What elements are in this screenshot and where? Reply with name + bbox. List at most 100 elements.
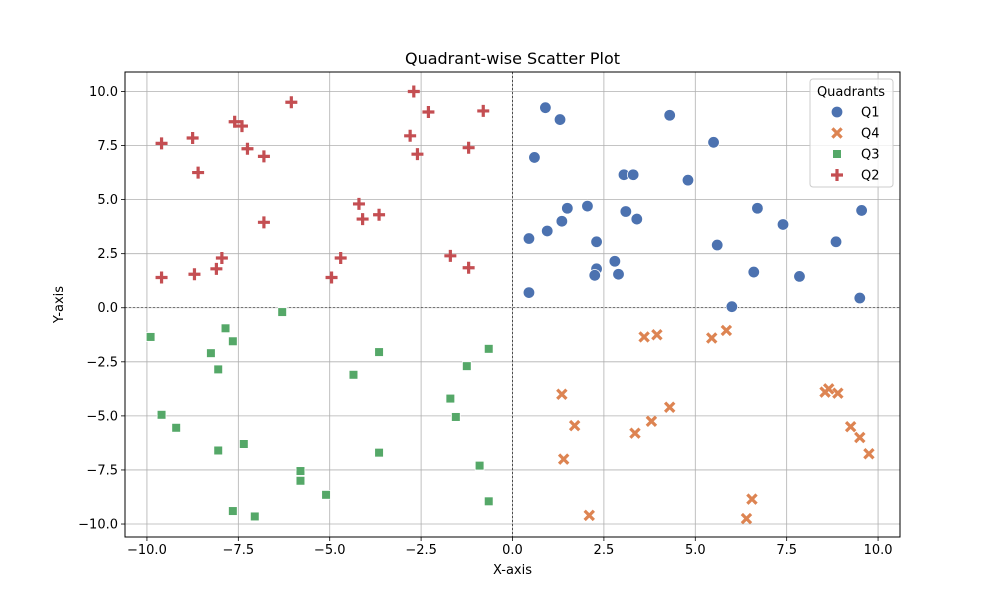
point-q3 bbox=[171, 422, 181, 433]
point-q4 bbox=[740, 512, 753, 525]
legend-title: Quadrants bbox=[817, 85, 885, 100]
chart-title: Quadrant-wise Scatter Plot bbox=[405, 49, 620, 68]
point-q2 bbox=[373, 208, 386, 221]
x-tick-label: 7.5 bbox=[776, 543, 797, 558]
legend-marker-q1 bbox=[830, 105, 844, 119]
point-q2 bbox=[186, 131, 199, 144]
point-q1 bbox=[663, 109, 676, 122]
legend-label-q4: Q4 bbox=[861, 127, 880, 142]
point-q2 bbox=[462, 141, 475, 154]
point-q3 bbox=[483, 496, 494, 507]
point-q4 bbox=[844, 420, 857, 433]
point-q4 bbox=[706, 332, 718, 344]
point-q2 bbox=[352, 197, 365, 210]
point-q3 bbox=[295, 466, 306, 476]
point-q4 bbox=[583, 509, 596, 522]
point-q1 bbox=[619, 205, 633, 218]
point-q2 bbox=[155, 271, 168, 284]
point-q3 bbox=[321, 490, 331, 500]
x-tick-label: 5.0 bbox=[685, 543, 706, 558]
point-q3 bbox=[483, 344, 494, 354]
point-q4 bbox=[645, 415, 658, 428]
point-q4 bbox=[720, 324, 733, 337]
point-q2 bbox=[210, 262, 223, 275]
point-q1 bbox=[553, 113, 567, 126]
point-q4 bbox=[556, 388, 568, 400]
point-q2 bbox=[334, 252, 347, 264]
axis-ticks: −10.0 −7.5 −5.0 −2.5 0.0 2.5 5.0 7.5 10.0 −10.0 −7… bbox=[78, 85, 892, 558]
x-tick-label: 0.0 bbox=[502, 543, 523, 558]
y-tick-label: −7.5 bbox=[86, 463, 118, 478]
point-q2 bbox=[325, 271, 338, 284]
data-points bbox=[145, 85, 875, 525]
y-tick-label: 7.5 bbox=[97, 139, 118, 154]
point-q4 bbox=[822, 383, 835, 395]
point-q3 bbox=[156, 410, 167, 420]
point-q1 bbox=[855, 204, 868, 217]
point-q2 bbox=[241, 142, 254, 155]
y-tick-label: −10.0 bbox=[78, 518, 118, 533]
point-q2 bbox=[257, 216, 270, 229]
point-q1 bbox=[630, 212, 643, 226]
point-q2 bbox=[356, 213, 369, 226]
point-q4 bbox=[638, 331, 650, 343]
point-q4 bbox=[557, 453, 570, 465]
series-q3 bbox=[145, 307, 494, 522]
point-q1 bbox=[541, 224, 554, 238]
point-q3 bbox=[228, 506, 238, 516]
y-tick-label: 0.0 bbox=[97, 301, 118, 316]
point-q2 bbox=[228, 115, 241, 128]
series-q4 bbox=[556, 324, 875, 525]
point-q1 bbox=[829, 235, 843, 248]
point-q2 bbox=[285, 96, 298, 109]
x-tick-label: −7.5 bbox=[223, 543, 255, 558]
legend-label-q1: Q1 bbox=[861, 106, 880, 121]
point-q3 bbox=[206, 348, 216, 358]
series-q1 bbox=[522, 101, 868, 313]
point-q2 bbox=[257, 150, 270, 163]
point-q4 bbox=[746, 493, 758, 505]
point-q3 bbox=[374, 347, 384, 357]
point-q2 bbox=[155, 137, 168, 150]
legend-marker-q4 bbox=[831, 127, 843, 139]
point-q2 bbox=[235, 120, 248, 133]
point-q1 bbox=[793, 270, 806, 283]
point-q3 bbox=[220, 323, 231, 334]
point-q1 bbox=[581, 199, 594, 213]
point-q1 bbox=[853, 291, 866, 305]
point-q2 bbox=[462, 261, 475, 274]
y-tick-label: 10.0 bbox=[89, 85, 118, 100]
point-q3 bbox=[474, 460, 485, 471]
point-q3 bbox=[277, 307, 287, 317]
point-q3 bbox=[249, 511, 260, 522]
point-q1 bbox=[711, 238, 724, 252]
y-tick-label: 5.0 bbox=[97, 193, 118, 208]
point-q1 bbox=[707, 136, 720, 149]
x-tick-label: −10.0 bbox=[127, 543, 167, 558]
legend-box bbox=[809, 78, 894, 188]
point-q1 bbox=[539, 101, 552, 114]
point-q3 bbox=[462, 361, 472, 371]
point-q1 bbox=[608, 255, 622, 268]
point-q3 bbox=[239, 439, 249, 449]
point-q2 bbox=[422, 106, 435, 119]
point-q2 bbox=[477, 104, 490, 117]
point-q3 bbox=[228, 336, 238, 347]
point-q1 bbox=[588, 269, 601, 282]
point-q1 bbox=[555, 215, 569, 228]
point-q2 bbox=[188, 268, 201, 281]
y-tick-label: 2.5 bbox=[97, 247, 118, 262]
point-q1 bbox=[747, 265, 760, 279]
point-q3 bbox=[374, 447, 384, 458]
point-q1 bbox=[776, 218, 790, 231]
point-q1 bbox=[725, 300, 739, 313]
y-tick-label: −2.5 bbox=[86, 355, 118, 370]
point-q3 bbox=[445, 393, 456, 404]
legend-marker-q3 bbox=[832, 149, 842, 159]
point-q1 bbox=[681, 173, 695, 187]
point-q4 bbox=[863, 448, 875, 460]
legend-label-q3: Q3 bbox=[861, 148, 880, 163]
reference-lines bbox=[125, 72, 900, 537]
